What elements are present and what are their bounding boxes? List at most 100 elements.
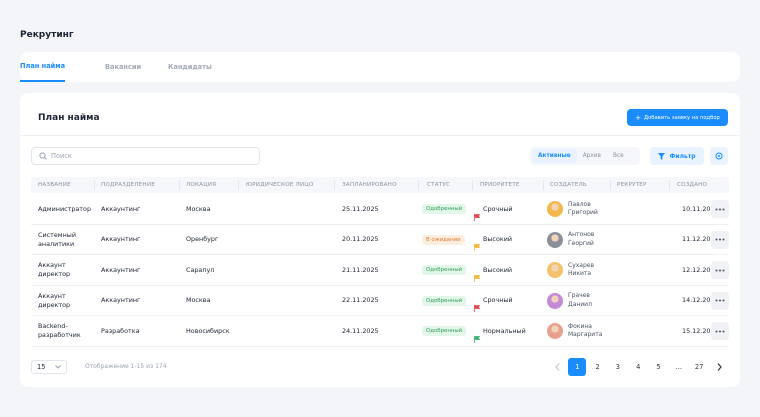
page-button[interactable]: ...: [675, 363, 682, 371]
panel-title: План найма: [38, 113, 100, 123]
filter-button[interactable]: Фильтр: [650, 147, 704, 165]
page-arrow[interactable]: [548, 358, 566, 376]
column-separator: [334, 180, 335, 190]
status-cell: Одобренный: [422, 255, 467, 286]
priority: Срочный: [483, 204, 513, 213]
priority-cell: Высокий: [474, 225, 512, 256]
filter-option[interactable]: Архив: [582, 153, 601, 159]
column-header: СОЗДАНО: [677, 182, 708, 188]
page-button[interactable]: 3: [615, 363, 620, 371]
table-row: [31, 255, 729, 286]
creator: Антонов Георгий: [568, 231, 595, 247]
column-header: СТАТУС: [427, 182, 451, 188]
page-arrow[interactable]: [710, 358, 728, 376]
column-header: ЛОКАЦИЯ: [186, 182, 217, 188]
page-size: 15: [37, 363, 46, 371]
table-body: Администратор Аккаунтинг Москва 25.11.2025 О…: [20, 194, 740, 349]
column-separator: [238, 180, 239, 190]
row-name: Аккаунт директор: [38, 291, 71, 309]
creator-cell: Фокина Маргарита: [547, 316, 606, 347]
row-name: Backend-разработчик: [38, 322, 81, 340]
column-header: ПРИОРИТЕТЕ: [480, 182, 520, 188]
row-created: 11.12.2025: [682, 235, 719, 244]
row-name: Системный аналитики: [38, 230, 76, 248]
priority-cell: Срочный: [474, 286, 513, 317]
search-box[interactable]: Поиск: [31, 147, 260, 165]
column-separator: [669, 180, 670, 190]
filter-option[interactable]: Все: [612, 153, 624, 159]
row-created: 12.12.2025: [682, 265, 719, 274]
table-row: [31, 286, 729, 316]
filter-option[interactable]: Активные: [532, 149, 577, 163]
search-placeholder: Поиск: [51, 152, 72, 160]
creator-cell: Грачев Даниил: [547, 286, 606, 317]
page-title: Рекрутинг: [20, 30, 74, 40]
row-location: Оренбург: [186, 235, 219, 244]
arrow-icon: [554, 363, 559, 371]
tab[interactable]: Кандидаты: [168, 63, 212, 71]
row-location: Москва: [186, 204, 211, 213]
table-row: [31, 194, 729, 225]
column-separator: [543, 180, 544, 190]
tab[interactable]: План найма: [20, 52, 66, 82]
tab[interactable]: Вакансии: [105, 63, 142, 71]
priority-flag: [474, 297, 481, 313]
creator: Грачев Даниил: [568, 292, 592, 308]
row-actions[interactable]: [711, 322, 729, 340]
status-badge: Одобренный: [422, 326, 467, 337]
flag-icon: [474, 335, 481, 343]
status-badge: Одобренный: [422, 204, 467, 215]
flag-icon: [474, 213, 481, 221]
priority-cell: Высокий: [474, 255, 512, 286]
row-planned: 25.11.2025: [342, 204, 379, 213]
main-card: План найма + Добавить заявку на подбор П…: [20, 93, 740, 387]
settings-button[interactable]: [710, 147, 728, 165]
row-department: Аккаунтинг: [101, 296, 141, 305]
column-separator: [418, 180, 419, 190]
page-button[interactable]: 5: [656, 363, 661, 371]
flag-icon: [474, 244, 481, 252]
add-button[interactable]: + Добавить заявку на подбор: [627, 109, 728, 126]
plus-icon: +: [635, 113, 642, 122]
add-button-label: Добавить заявку на подбор: [644, 114, 720, 121]
status-badge: Одобренный: [422, 265, 467, 276]
row-name: Аккаунт директор: [38, 261, 71, 279]
priority: Нормальный: [483, 326, 526, 335]
row-actions[interactable]: [711, 261, 729, 279]
priority: Высокий: [483, 235, 513, 244]
page-button[interactable]: 4: [636, 363, 641, 371]
dots-icon: [715, 330, 725, 332]
row-actions[interactable]: [711, 230, 729, 249]
column-separator: [472, 180, 473, 190]
column-separator: [94, 180, 95, 190]
table-header: НАЗВАНИЕ ПОДРАЗДЕЛЕНИЕ ЛОКАЦИЯ ЮРИДИЧЕСКОЕ …: [31, 177, 729, 193]
page-button[interactable]: 27: [694, 363, 704, 371]
avatar: [547, 201, 563, 218]
divider: [20, 135, 740, 136]
page-button[interactable]: 1: [568, 358, 587, 376]
column-header: ЗАПЛАНИРОВАНО: [342, 182, 397, 188]
priority-flag: [474, 236, 481, 252]
column-separator: [179, 180, 180, 190]
page-size-select[interactable]: 15: [31, 360, 67, 374]
status-cell: Одобренный: [422, 286, 467, 317]
flag-icon: [474, 305, 481, 313]
priority-flag: [474, 206, 481, 221]
search-icon: [39, 152, 47, 160]
filter-button-label: Фильтр: [669, 152, 696, 160]
row-department: Аккаунтинг: [101, 265, 141, 274]
row-actions[interactable]: [711, 291, 729, 310]
row-actions[interactable]: [711, 200, 729, 218]
page-button[interactable]: 2: [595, 363, 600, 371]
filter-segment: Активные Архив Все: [530, 147, 640, 165]
tabs-card: План найма Вакансии Кандидаты: [20, 52, 740, 82]
priority-flag: [474, 328, 481, 343]
priority: Срочный: [483, 296, 513, 305]
row-created: 10.11.2025: [682, 204, 719, 213]
status-cell: Одобренный: [422, 316, 467, 347]
row-location: Москва: [186, 296, 211, 305]
creator-cell: Антонов Георгий: [547, 225, 606, 256]
column-header: РЕКРУТЕР: [617, 182, 647, 188]
row-location: Сарапул: [186, 265, 215, 274]
table-row: [31, 225, 729, 255]
